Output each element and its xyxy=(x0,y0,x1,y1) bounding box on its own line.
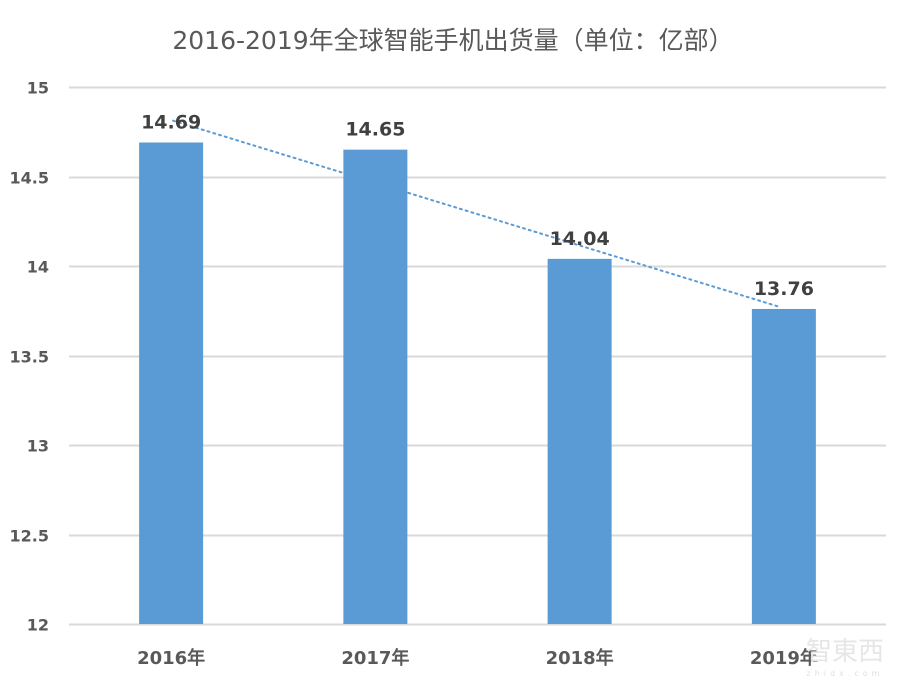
data-labels: 14.69 14.65 14.04 13.76 xyxy=(141,111,814,299)
y-tick-label: 12 xyxy=(27,616,49,635)
bar-2019年 xyxy=(751,308,816,624)
bar-2016年 xyxy=(139,142,204,625)
y-tick-label: 15 xyxy=(27,79,49,98)
x-axis: 2016年 2017年 2018年 2019年 xyxy=(137,647,818,669)
watermark: 智東西 zhidx.com xyxy=(806,637,884,678)
bar-2017年 xyxy=(343,149,408,624)
gridlines xyxy=(69,86,886,626)
y-tick-label: 13.5 xyxy=(10,348,49,367)
y-tick-label: 12.5 xyxy=(10,527,49,546)
x-tick-label: 2018年 xyxy=(546,647,614,669)
bar-2018年 xyxy=(547,258,612,624)
data-label: 14.69 xyxy=(141,111,201,133)
watermark-logo: 智東西 xyxy=(806,637,884,667)
data-label: 14.65 xyxy=(345,119,405,141)
x-tick-label: 2017年 xyxy=(341,647,409,669)
y-tick-label: 13 xyxy=(27,437,49,456)
data-label: 14.04 xyxy=(550,228,610,250)
y-axis: 15 14.5 14 13.5 13 12.5 12 xyxy=(10,79,49,635)
watermark-url: zhidx.com xyxy=(807,669,884,678)
trendline xyxy=(172,119,782,309)
bars xyxy=(139,142,816,625)
x-tick-label: 2016年 xyxy=(137,647,205,669)
y-tick-label: 14 xyxy=(27,258,49,277)
y-tick-label: 14.5 xyxy=(10,169,49,188)
chart-title: 2016-2019年全球智能手机出货量（单位：亿部） xyxy=(172,26,733,55)
data-label: 13.76 xyxy=(754,278,814,300)
x-tick-label: 2019年 xyxy=(750,647,818,669)
